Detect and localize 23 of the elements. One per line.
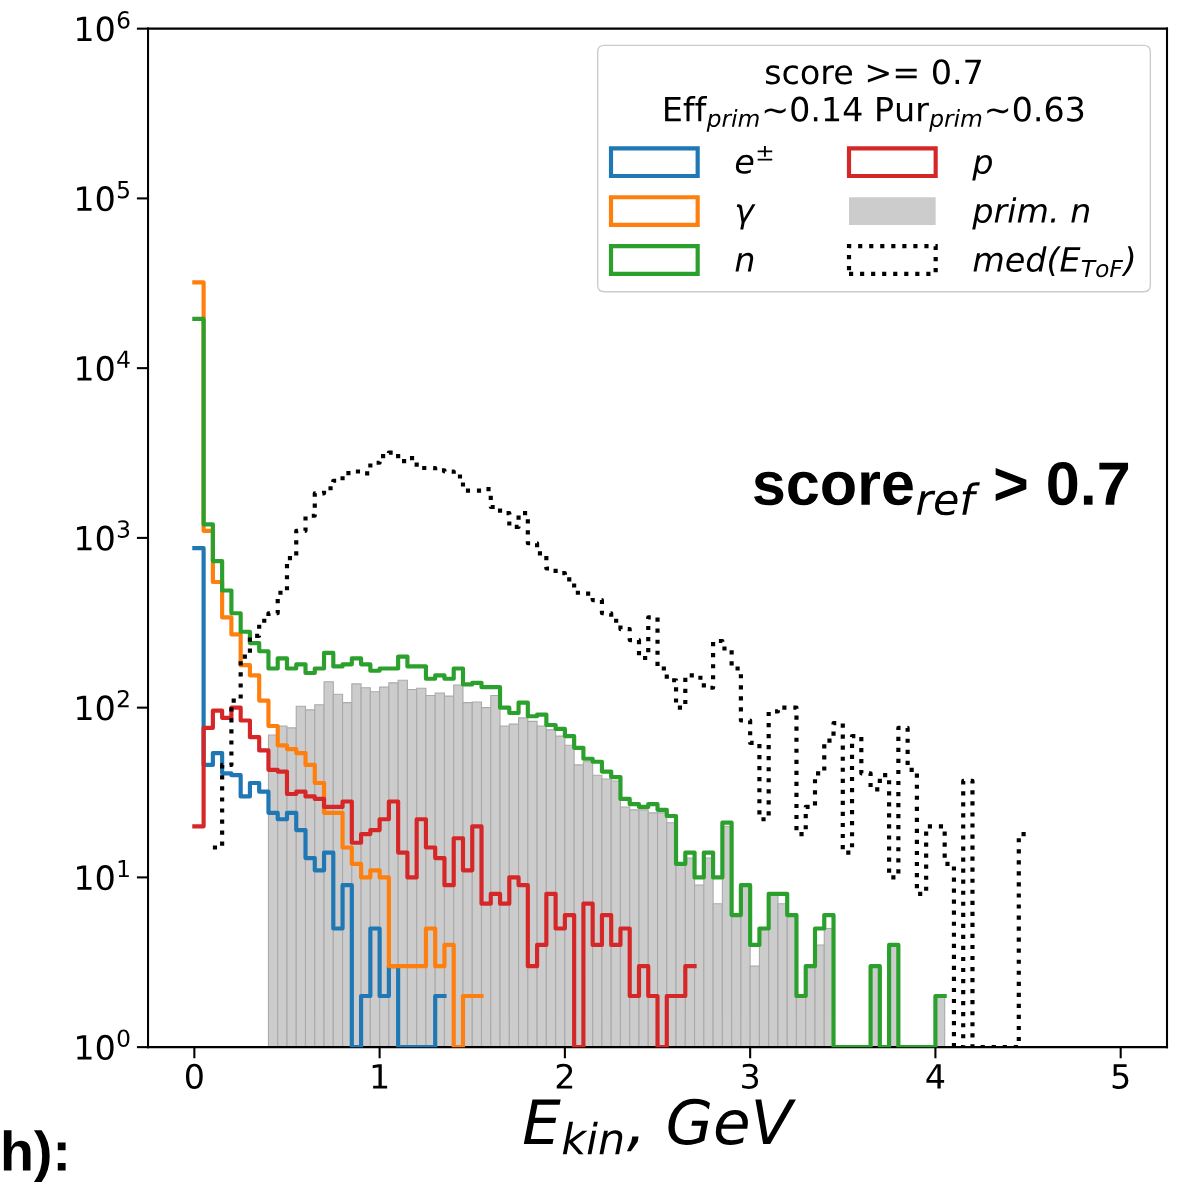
y-tick-label: 10$^{5}$ (77, 181, 129, 212)
y-tick-label: 10$^{4}$ (77, 350, 130, 382)
x-tick-label: 2 (556, 1063, 573, 1089)
y-tick-label: 10$^{6}$ (77, 10, 130, 42)
legend-label: γ (736, 204, 756, 230)
legend-label: p (972, 154, 992, 181)
y-tick-label: 10$^{0}$ (77, 1029, 130, 1061)
x-tick-label: 4 (926, 1064, 945, 1089)
x-axis-title: E$_{kin}$, GeV (523, 1098, 796, 1155)
text: h): (3, 1130, 66, 1183)
x-tick-label: 3 (742, 1063, 759, 1089)
x-tick-label: 0 (185, 1063, 203, 1089)
y-tick-label: 10$^{1}$ (77, 860, 129, 891)
x-tick-label: 1 (372, 1064, 388, 1089)
y-tick-label: 10$^{2}$ (77, 689, 129, 721)
text: score >= 0.7 Eff$_{prim}$~0.14 Pur$_{prim}$~0.63 (665, 59, 1084, 132)
legend-label: prim. n (972, 197, 1089, 230)
x-tick-label: 5 (1112, 1064, 1129, 1089)
legend-label: e$^{±}$ (735, 145, 773, 174)
legend-label: n (735, 252, 754, 272)
annotation: score$_{ref}$ > 0.7 (753, 462, 1129, 516)
y-tick-label: 10$^{3}$ (77, 520, 130, 551)
legend-label: med(E$_{ToF}$) (973, 246, 1134, 278)
